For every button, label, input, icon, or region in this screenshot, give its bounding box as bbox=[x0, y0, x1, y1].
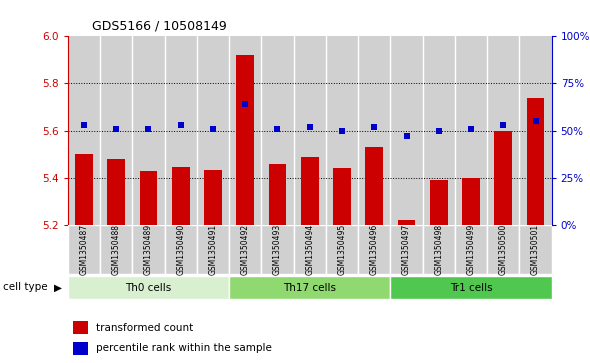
FancyBboxPatch shape bbox=[68, 276, 229, 299]
Text: GSM1350499: GSM1350499 bbox=[467, 224, 476, 275]
Text: GSM1350488: GSM1350488 bbox=[112, 224, 121, 275]
FancyBboxPatch shape bbox=[391, 276, 552, 299]
FancyBboxPatch shape bbox=[100, 225, 132, 274]
Text: GSM1350493: GSM1350493 bbox=[273, 224, 282, 275]
Bar bbox=[301, 157, 319, 225]
Point bbox=[305, 124, 314, 130]
FancyBboxPatch shape bbox=[358, 225, 391, 274]
Bar bbox=[462, 178, 480, 225]
FancyBboxPatch shape bbox=[294, 225, 326, 274]
Bar bbox=[494, 131, 512, 225]
FancyBboxPatch shape bbox=[229, 276, 391, 299]
Bar bbox=[261, 36, 294, 225]
Point bbox=[466, 126, 476, 132]
Text: ▶: ▶ bbox=[54, 282, 63, 293]
Bar bbox=[75, 154, 93, 225]
Bar bbox=[73, 342, 88, 355]
Bar bbox=[73, 321, 88, 334]
Point bbox=[402, 134, 411, 139]
Point bbox=[241, 101, 250, 107]
Text: GSM1350498: GSM1350498 bbox=[434, 224, 443, 275]
FancyBboxPatch shape bbox=[455, 225, 487, 274]
Bar bbox=[172, 167, 189, 225]
Point bbox=[434, 128, 444, 134]
FancyBboxPatch shape bbox=[422, 225, 455, 274]
Bar bbox=[519, 36, 552, 225]
Point bbox=[79, 122, 88, 128]
Bar bbox=[68, 36, 100, 225]
FancyBboxPatch shape bbox=[487, 225, 519, 274]
Text: GSM1350497: GSM1350497 bbox=[402, 224, 411, 275]
Text: GSM1350494: GSM1350494 bbox=[305, 224, 314, 275]
FancyBboxPatch shape bbox=[229, 225, 261, 274]
Point bbox=[499, 122, 508, 128]
Text: GSM1350496: GSM1350496 bbox=[370, 224, 379, 275]
Text: Tr1 cells: Tr1 cells bbox=[450, 283, 492, 293]
Text: percentile rank within the sample: percentile rank within the sample bbox=[96, 343, 271, 354]
Point bbox=[144, 126, 153, 132]
Bar bbox=[527, 98, 545, 225]
Point bbox=[208, 126, 218, 132]
FancyBboxPatch shape bbox=[261, 225, 294, 274]
Text: Th17 cells: Th17 cells bbox=[283, 283, 336, 293]
Bar bbox=[197, 36, 229, 225]
Text: GDS5166 / 10508149: GDS5166 / 10508149 bbox=[92, 19, 227, 32]
Point bbox=[337, 128, 347, 134]
Bar bbox=[358, 36, 391, 225]
FancyBboxPatch shape bbox=[519, 225, 552, 274]
Bar bbox=[398, 220, 415, 225]
Bar bbox=[487, 36, 519, 225]
Text: cell type: cell type bbox=[3, 282, 48, 293]
Bar bbox=[204, 170, 222, 225]
FancyBboxPatch shape bbox=[326, 225, 358, 274]
Text: GSM1350492: GSM1350492 bbox=[241, 224, 250, 275]
Point bbox=[112, 126, 121, 132]
FancyBboxPatch shape bbox=[165, 225, 197, 274]
Bar bbox=[430, 180, 448, 225]
Point bbox=[176, 122, 185, 128]
Bar bbox=[365, 147, 383, 225]
Bar bbox=[391, 36, 422, 225]
Text: GSM1350489: GSM1350489 bbox=[144, 224, 153, 275]
Bar bbox=[294, 36, 326, 225]
Point bbox=[531, 118, 540, 124]
Bar bbox=[165, 36, 197, 225]
Point bbox=[369, 124, 379, 130]
Text: GSM1350501: GSM1350501 bbox=[531, 224, 540, 275]
Text: GSM1350500: GSM1350500 bbox=[499, 224, 508, 275]
Bar bbox=[132, 36, 165, 225]
Text: GSM1350491: GSM1350491 bbox=[208, 224, 218, 275]
Bar bbox=[268, 164, 286, 225]
FancyBboxPatch shape bbox=[391, 225, 422, 274]
Bar bbox=[100, 36, 132, 225]
Bar bbox=[326, 36, 358, 225]
Bar bbox=[140, 171, 158, 225]
Bar bbox=[333, 168, 351, 225]
FancyBboxPatch shape bbox=[132, 225, 165, 274]
Text: transformed count: transformed count bbox=[96, 323, 193, 333]
Bar bbox=[237, 55, 254, 225]
Text: GSM1350495: GSM1350495 bbox=[337, 224, 346, 275]
Bar bbox=[229, 36, 261, 225]
Text: GSM1350490: GSM1350490 bbox=[176, 224, 185, 275]
Text: Th0 cells: Th0 cells bbox=[125, 283, 172, 293]
Text: GSM1350487: GSM1350487 bbox=[80, 224, 88, 275]
Bar bbox=[455, 36, 487, 225]
Bar bbox=[107, 159, 125, 225]
FancyBboxPatch shape bbox=[197, 225, 229, 274]
Bar bbox=[422, 36, 455, 225]
FancyBboxPatch shape bbox=[68, 225, 100, 274]
Point bbox=[273, 126, 282, 132]
